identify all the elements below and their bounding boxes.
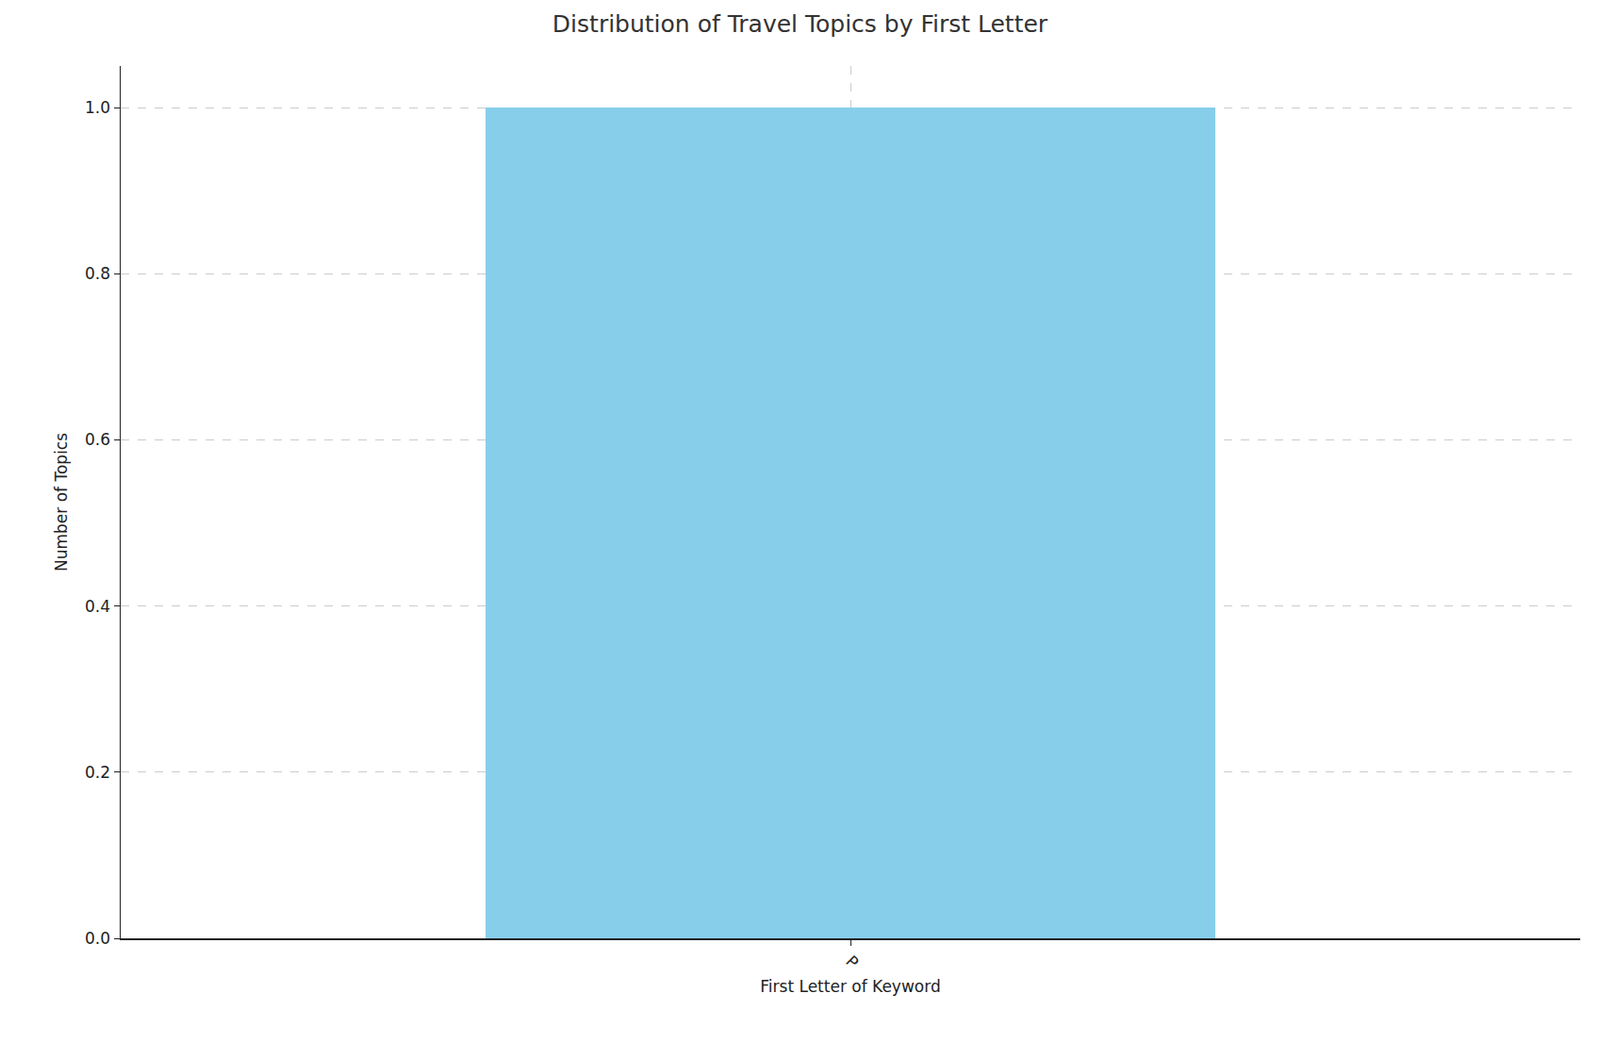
- svg-text:First Letter of Keyword: First Letter of Keyword: [759, 976, 941, 996]
- svg-text:Number of Topics: Number of Topics: [51, 432, 71, 572]
- svg-text:0.0: 0.0: [84, 928, 111, 948]
- svg-text:P: P: [841, 951, 862, 972]
- svg-text:0.2: 0.2: [84, 762, 111, 782]
- svg-text:1.0: 1.0: [84, 98, 111, 117]
- svg-text:0.6: 0.6: [84, 429, 111, 449]
- svg-text:0.4: 0.4: [84, 596, 111, 616]
- svg-text:Distribution of Travel Topics: Distribution of Travel Topics by First L…: [552, 10, 1049, 38]
- svg-text:0.8: 0.8: [84, 263, 111, 283]
